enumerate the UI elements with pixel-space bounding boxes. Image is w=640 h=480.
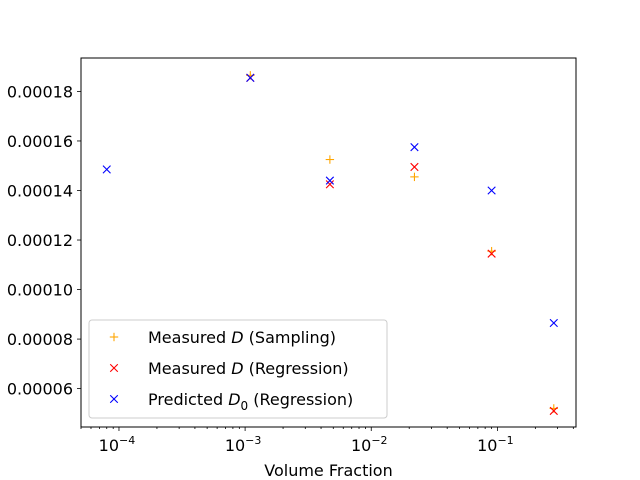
x-tick-label: 10−1 xyxy=(477,434,514,455)
data-point-series-2 xyxy=(325,176,335,185)
x-tick-label: 10−4 xyxy=(99,434,136,455)
legend-label: Predicted D0 (Regression) xyxy=(148,390,353,413)
plot-frame xyxy=(80,57,577,428)
legend-item: Measured D (Sampling) xyxy=(109,328,336,347)
data-point-series-1 xyxy=(325,180,335,189)
legend-item: Predicted D0 (Regression) xyxy=(109,390,353,413)
x-tick-label: 10−3 xyxy=(225,434,262,455)
data-point-series-2 xyxy=(246,73,255,82)
legend-box xyxy=(88,319,388,419)
y-tick-label: 0.00008 xyxy=(7,330,73,349)
x-tick-base: 10 xyxy=(225,436,245,455)
data-point-series-0 xyxy=(325,155,335,164)
legend-marker xyxy=(109,394,119,404)
x-tick-base: 10 xyxy=(477,436,497,455)
plot-marks xyxy=(102,71,558,416)
x-tick-exponent: −2 xyxy=(371,434,387,447)
x-axis-label: Volume Fraction xyxy=(264,461,392,480)
y-axis-ticks: 0.00006 0.00008 0.00010 0.00012 0.00014 0.000… xyxy=(7,82,81,399)
data-point-series-1 xyxy=(549,406,558,416)
y-tick-label: 0.00010 xyxy=(7,281,73,300)
y-tick-label: 0.00018 xyxy=(7,82,73,101)
legend-marker xyxy=(109,363,119,373)
y-tick-label: 0.00012 xyxy=(7,231,73,250)
legend-label: Measured D (Regression) xyxy=(148,359,349,378)
x-tick-exponent: −4 xyxy=(119,434,135,447)
data-point-series-2 xyxy=(102,165,111,174)
x-tick-base: 10 xyxy=(99,436,119,455)
x-tick-exponent: −1 xyxy=(497,434,513,447)
x-tick-label: 10−2 xyxy=(351,434,388,455)
y-tick-label: 0.00016 xyxy=(7,132,73,151)
data-point-series-2 xyxy=(487,186,496,195)
x-tick-base: 10 xyxy=(351,436,371,455)
legend-label: Measured D (Sampling) xyxy=(148,328,336,347)
data-point-series-0 xyxy=(410,172,419,182)
data-point-series-2 xyxy=(410,142,419,152)
y-tick-label: 0.00006 xyxy=(7,380,73,399)
legend-item: Measured D (Regression) xyxy=(109,359,349,378)
y-tick-label: 0.00014 xyxy=(7,181,73,200)
legend-marker xyxy=(109,332,119,342)
legend: Measured D (Sampling) Measured D (Regress… xyxy=(88,319,388,419)
x-axis-ticks: 10−4 10−3 10−2 10−1 xyxy=(80,427,574,455)
data-point-series-1 xyxy=(487,249,496,258)
data-point-series-2 xyxy=(549,318,558,328)
data-point-series-1 xyxy=(410,162,419,172)
x-tick-exponent: −3 xyxy=(245,434,261,447)
